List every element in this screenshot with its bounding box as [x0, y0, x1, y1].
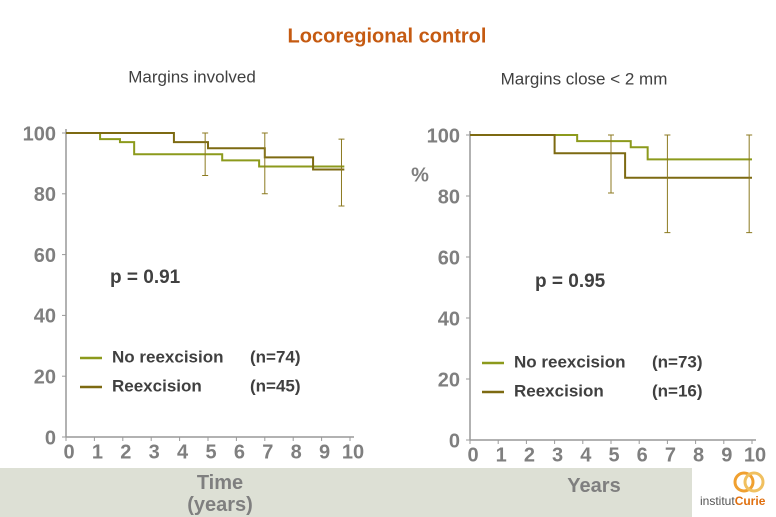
survival-curve — [66, 132, 345, 171]
p-value: p = 0.95 — [535, 271, 606, 292]
error-bar — [608, 134, 614, 194]
x-tick-label: 8 — [291, 441, 302, 463]
x-tick-label: 4 — [177, 441, 189, 463]
y-tick-label: 100 — [23, 123, 56, 145]
legend-n: (n=45) — [250, 376, 301, 395]
x-tick-label: 2 — [120, 441, 131, 463]
y-tick-label: 80 — [34, 184, 56, 206]
logo-part: institut — [700, 494, 735, 508]
error-bar — [261, 132, 268, 195]
survival-curve — [470, 134, 752, 179]
survival-curve — [470, 134, 752, 161]
error-bar — [202, 132, 209, 177]
survival-curve — [66, 132, 345, 168]
error-bar — [746, 134, 753, 234]
legend-label: No reexcision — [514, 352, 626, 371]
x-axis-label: Time (years) — [187, 472, 253, 516]
x-tick-label: 4 — [580, 444, 592, 466]
error-bar — [664, 134, 671, 234]
y-tick-label: 40 — [438, 308, 460, 330]
y-tick-label: 0 — [449, 430, 460, 452]
x-tick-label: 7 — [262, 441, 273, 463]
logo-text: institutCurie — [700, 494, 766, 508]
legend-label: No reexcision — [112, 347, 224, 366]
legend-label: Reexcision — [112, 376, 202, 395]
x-tick-label: 10 — [744, 444, 766, 466]
y-tick-label: 100 — [427, 125, 460, 147]
error-bar — [338, 138, 345, 207]
y-axis-label: % — [411, 164, 429, 186]
chart-subtitle: Margins involved — [128, 67, 256, 86]
x-tick-label: 3 — [149, 441, 160, 463]
x-tick-label: 1 — [496, 444, 507, 466]
x-tick-label: 9 — [721, 444, 732, 466]
x-tick-label: 6 — [234, 441, 245, 463]
y-tick-label: 20 — [438, 369, 460, 391]
logo-part: Curie — [735, 494, 766, 508]
legend-label: Reexcision — [514, 381, 604, 400]
logo-ring — [743, 471, 765, 493]
x-tick-label: 8 — [693, 444, 704, 466]
y-tick-label: 0 — [45, 427, 56, 449]
x-axis-label: Years — [567, 475, 621, 497]
legend-n: (n=74) — [250, 347, 301, 366]
p-value: p = 0.91 — [110, 267, 181, 288]
x-tick-label: 9 — [319, 441, 330, 463]
legend-n: (n=16) — [652, 381, 703, 400]
x-tick-label: 10 — [342, 441, 364, 463]
logo-ring — [733, 471, 755, 493]
footer-band — [0, 468, 692, 517]
x-tick-label: 0 — [467, 444, 478, 466]
legend-n: (n=73) — [652, 352, 703, 371]
slide-title: Locoregional control — [288, 25, 487, 47]
chart-subtitle: Margins close < 2 mm — [501, 69, 668, 88]
y-tick-label: 60 — [34, 245, 56, 267]
y-tick-label: 40 — [34, 306, 56, 328]
x-tick-label: 6 — [637, 444, 648, 466]
x-tick-label: 2 — [524, 444, 535, 466]
y-tick-label: 20 — [34, 366, 56, 388]
x-tick-label: 3 — [552, 444, 563, 466]
x-tick-label: 5 — [608, 444, 619, 466]
y-tick-label: 60 — [438, 247, 460, 269]
y-tick-label: 80 — [438, 186, 460, 208]
x-tick-label: 7 — [665, 444, 676, 466]
x-tick-label: 1 — [92, 441, 103, 463]
x-tick-label: 0 — [63, 441, 74, 463]
x-tick-label: 5 — [205, 441, 216, 463]
